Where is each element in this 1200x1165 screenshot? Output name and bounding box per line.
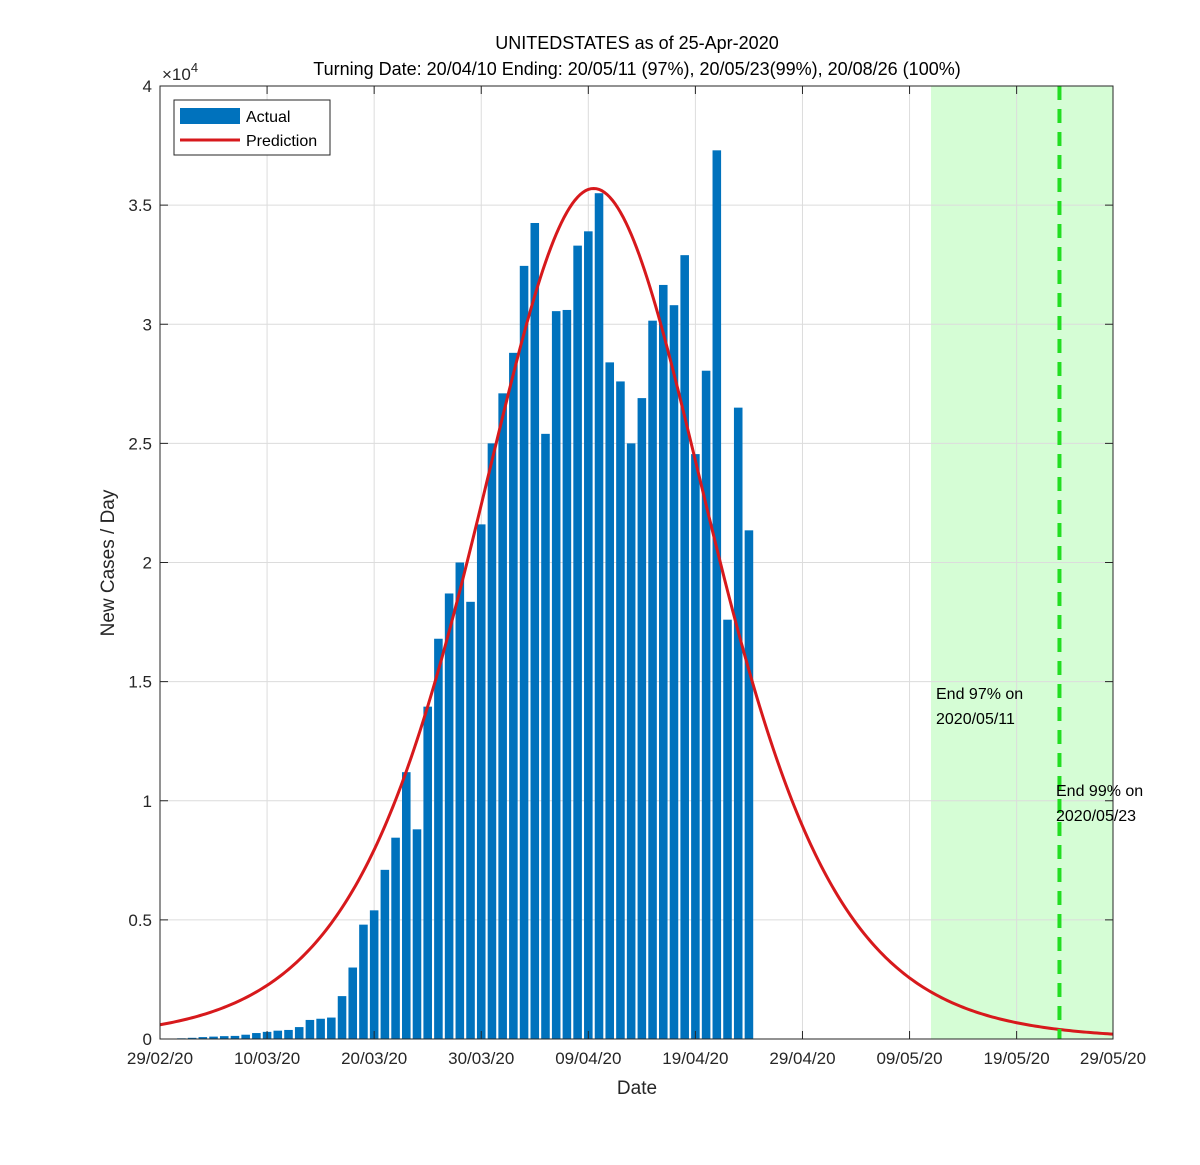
bar xyxy=(530,222,540,1039)
y-axis: 0 0.5 1 1.5 2 2.5 3 3.5 4 xyxy=(128,77,1113,1049)
x-tick-label: 19/04/20 xyxy=(662,1049,728,1068)
bar xyxy=(284,1029,293,1039)
bar xyxy=(648,320,657,1039)
bar xyxy=(198,1037,208,1039)
y-tick-label: 2.5 xyxy=(128,434,152,453)
bar xyxy=(412,829,422,1039)
bar xyxy=(637,398,647,1039)
bar xyxy=(691,454,700,1039)
prediction-line xyxy=(159,186,1114,1036)
bar xyxy=(369,910,379,1039)
bar xyxy=(219,1036,229,1039)
bar xyxy=(519,265,529,1039)
bar xyxy=(487,443,497,1039)
y-axis-label: New Cases / Day xyxy=(98,489,119,636)
legend-actual-label: Actual xyxy=(246,109,290,126)
bar xyxy=(455,562,465,1039)
x-tick-label: 19/05/20 xyxy=(984,1049,1050,1068)
bar xyxy=(252,1033,261,1039)
bar xyxy=(348,967,358,1039)
y-tick-label: 0 xyxy=(143,1030,152,1049)
bar xyxy=(444,593,454,1039)
y-tick-label: 3.5 xyxy=(128,196,152,215)
y-tick-label: 4 xyxy=(143,77,152,96)
bar xyxy=(316,1018,325,1039)
x-tick-label: 09/05/20 xyxy=(876,1049,942,1068)
bar xyxy=(712,150,722,1039)
bar xyxy=(305,1019,315,1039)
bar xyxy=(209,1036,218,1039)
bar xyxy=(466,601,475,1039)
bar xyxy=(584,231,593,1039)
bar xyxy=(701,370,711,1039)
bar xyxy=(562,309,572,1040)
bar xyxy=(498,393,507,1039)
x-tick-label: 20/03/20 xyxy=(341,1049,407,1068)
y-exponent-label: ×104 xyxy=(162,60,198,84)
bar xyxy=(380,869,390,1039)
bar xyxy=(680,255,689,1040)
chart-subtitle: Turning Date: 20/04/10 Ending: 20/05/11 … xyxy=(313,59,960,79)
y-tick-label: 2 xyxy=(143,554,152,573)
y-tick-label: 1 xyxy=(143,792,152,811)
bar xyxy=(551,311,561,1039)
bar xyxy=(616,381,625,1039)
y-tick-label: 0.5 xyxy=(128,911,152,930)
bar xyxy=(573,245,582,1039)
bar xyxy=(273,1030,283,1039)
bar xyxy=(359,924,368,1039)
bar xyxy=(723,619,732,1039)
x-axis: 29/02/20 10/03/20 20/03/20 30/03/20 09/04/20… xyxy=(127,86,1146,1068)
annotation-97-line1: End 97% on xyxy=(936,686,1023,703)
bar xyxy=(401,772,411,1039)
bar xyxy=(327,1017,336,1039)
y-exponent-power: 4 xyxy=(191,60,198,75)
x-tick-label: 29/04/20 xyxy=(769,1049,835,1068)
bar xyxy=(230,1035,240,1039)
bar xyxy=(434,638,443,1039)
bar xyxy=(294,1027,304,1039)
bar xyxy=(337,996,347,1039)
annotation-97-line2: 2020/05/11 xyxy=(936,711,1015,728)
x-tick-label: 30/03/20 xyxy=(448,1049,514,1068)
actual-bars xyxy=(166,150,754,1040)
x-tick-label: 10/03/20 xyxy=(234,1049,300,1068)
bar xyxy=(605,362,615,1039)
y-tick-label: 3 xyxy=(143,315,152,334)
bar xyxy=(241,1034,250,1039)
bar xyxy=(594,193,604,1039)
bar xyxy=(744,530,754,1039)
legend-prediction-label: Prediction xyxy=(246,133,317,150)
y-tick-label: 1.5 xyxy=(128,673,152,692)
bar xyxy=(658,284,668,1040)
bar xyxy=(476,524,486,1039)
bar xyxy=(423,706,432,1039)
y-exponent-base: ×10 xyxy=(162,65,191,84)
bar xyxy=(733,407,743,1039)
x-axis-label: Date xyxy=(617,1078,657,1099)
legend-actual-swatch xyxy=(180,108,240,124)
x-tick-label: 29/05/20 xyxy=(1080,1049,1146,1068)
x-tick-label: 09/04/20 xyxy=(555,1049,621,1068)
bar xyxy=(626,443,636,1039)
bar xyxy=(391,837,400,1039)
grid xyxy=(160,86,1113,1039)
bar xyxy=(509,352,518,1040)
chart-title: UNITEDSTATES as of 25-Apr-2020 xyxy=(495,33,778,53)
bar xyxy=(541,433,550,1040)
x-tick-label: 29/02/20 xyxy=(127,1049,193,1068)
annotation-99-line2: 2020/05/23 xyxy=(1056,808,1136,825)
bar xyxy=(669,305,679,1039)
annotation-99-line1: End 99% on xyxy=(1056,783,1143,800)
legend: Actual Prediction xyxy=(173,99,331,156)
bar xyxy=(187,1037,197,1039)
